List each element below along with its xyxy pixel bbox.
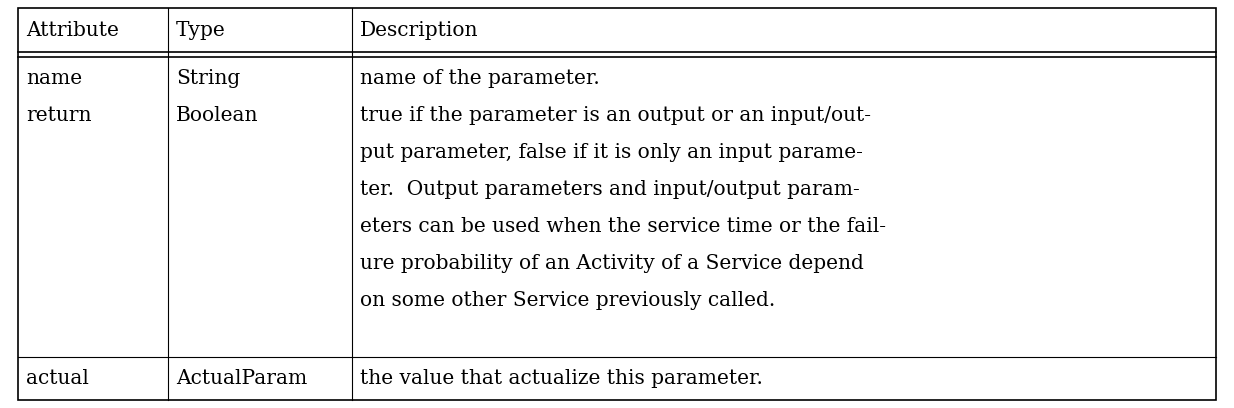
Text: put parameter, false if it is only an input parame-: put parameter, false if it is only an in… [360, 143, 863, 162]
Text: return: return [26, 106, 91, 125]
Text: Type: Type [176, 20, 226, 40]
Text: String: String [176, 69, 241, 88]
Text: actual: actual [26, 369, 89, 388]
Text: name of the parameter.: name of the parameter. [360, 69, 600, 88]
Text: eters can be used when the service time or the fail-: eters can be used when the service time … [360, 217, 886, 236]
Text: on some other Service previously called.: on some other Service previously called. [360, 291, 775, 310]
Text: ActualParam: ActualParam [176, 369, 307, 388]
Text: name: name [26, 69, 83, 88]
Text: Boolean: Boolean [176, 106, 258, 125]
Text: Attribute: Attribute [26, 20, 118, 40]
Text: true if the parameter is an output or an input/out-: true if the parameter is an output or an… [360, 106, 871, 125]
Text: ure probability of an Activity of a Service depend: ure probability of an Activity of a Serv… [360, 254, 864, 273]
Text: Description: Description [360, 20, 479, 40]
Text: ter.  Output parameters and input/output param-: ter. Output parameters and input/output … [360, 180, 860, 199]
Text: the value that actualize this parameter.: the value that actualize this parameter. [360, 369, 763, 388]
